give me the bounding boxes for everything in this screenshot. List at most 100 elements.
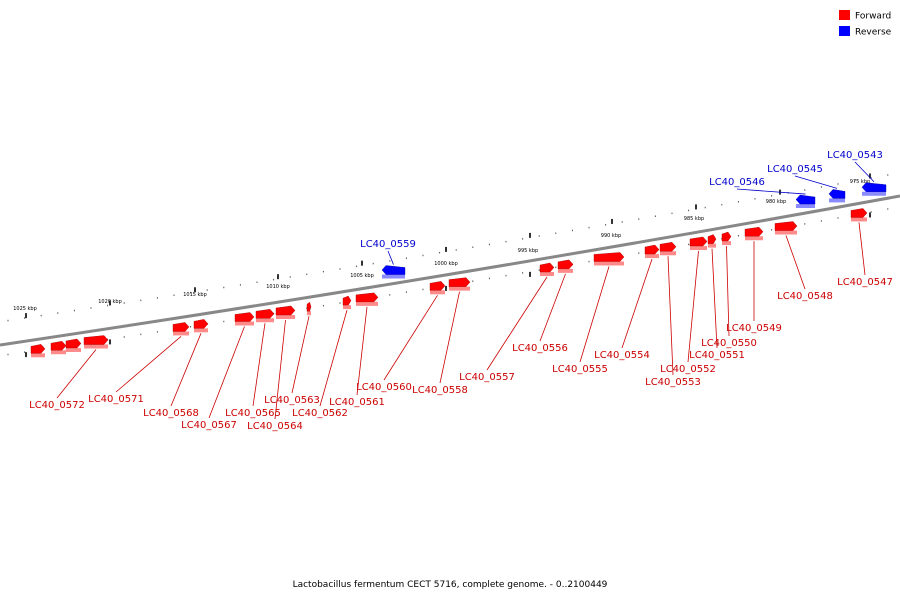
gene-label[interactable]: LC40_0549 — [726, 323, 782, 334]
gene-LC40_0549[interactable] — [744, 226, 764, 241]
gene-label[interactable]: LC40_0551 — [689, 350, 745, 361]
gene-label[interactable]: LC40_0543 — [827, 150, 883, 161]
gene-LC40_0572[interactable] — [83, 335, 109, 349]
gene-LC40_0543[interactable] — [861, 182, 887, 196]
gene-LC40_0557[interactable] — [539, 262, 555, 277]
major-tick — [109, 339, 111, 345]
gene-facet — [594, 261, 624, 266]
gene-LC40_0562[interactable] — [342, 295, 352, 310]
gene-LC40_0551[interactable] — [707, 234, 717, 248]
gene-label[interactable]: LC40_0558 — [412, 385, 468, 396]
gene-facet — [382, 274, 405, 279]
major-tick — [869, 173, 871, 179]
gene-LC40_0565[interactable] — [255, 309, 275, 323]
gene-LC40_0552[interactable] — [689, 236, 708, 250]
gene-label[interactable]: LC40_0557 — [459, 372, 515, 383]
minor-tick — [688, 243, 690, 246]
minor-tick — [704, 206, 706, 209]
gene-LC40_0554[interactable] — [644, 244, 660, 259]
gene-label[interactable]: LC40_0563 — [264, 395, 320, 406]
gene-leader-line — [667, 256, 674, 376]
gene-LC40_0558[interactable] — [448, 277, 471, 291]
gene-facet — [449, 286, 470, 291]
gene-LC40_0571[interactable] — [172, 322, 190, 336]
tick-label: 990 kbp — [601, 233, 621, 239]
gene-LC40_0559[interactable] — [381, 265, 406, 279]
gene-label[interactable]: LC40_0572 — [29, 400, 85, 411]
gene-label[interactable]: LC40_0560 — [356, 382, 412, 393]
gene-label[interactable]: LC40_0562 — [292, 408, 348, 419]
minor-tick — [654, 215, 656, 217]
gene-unlabeled-0[interactable] — [30, 344, 46, 358]
major-tick — [445, 246, 447, 252]
gene-unlabeled-1[interactable] — [50, 341, 67, 355]
minor-tick — [422, 254, 424, 257]
minor-tick — [571, 229, 573, 232]
gene-label[interactable]: LC40_0568 — [143, 408, 199, 419]
gene-facet — [430, 290, 445, 295]
gene-label[interactable]: LC40_0567 — [181, 420, 237, 431]
minor-tick — [156, 297, 158, 299]
gene-facet — [745, 236, 763, 241]
gene-label[interactable]: LC40_0548 — [777, 291, 833, 302]
minor-tick — [688, 209, 690, 212]
gene-LC40_0560[interactable] — [429, 281, 446, 295]
gene-label[interactable]: LC40_0571 — [88, 394, 144, 405]
tick-label: 1020 kbp — [98, 299, 122, 305]
minor-tick — [223, 286, 225, 289]
gene-facet — [660, 251, 676, 256]
gene-LC40_0568[interactable] — [193, 319, 209, 333]
gene-label[interactable]: LC40_0553 — [645, 377, 701, 388]
minor-tick — [40, 314, 42, 317]
minor-tick — [737, 200, 739, 203]
gene-body — [850, 208, 868, 218]
gene-label[interactable]: LC40_0564 — [247, 421, 303, 432]
gene-leader-line — [539, 273, 566, 342]
tick-label: 1015 kbp — [183, 292, 207, 298]
gene-label[interactable]: LC40_0556 — [512, 343, 568, 354]
minor-tick — [771, 195, 773, 197]
gene-LC40_0545[interactable] — [828, 189, 846, 203]
gene-label[interactable]: LC40_0550 — [701, 338, 757, 349]
gene-LC40_0548[interactable] — [774, 221, 798, 235]
gene-leader-line — [486, 276, 548, 371]
minor-tick — [837, 217, 839, 219]
gene-LC40_0553[interactable] — [659, 242, 677, 256]
minor-tick — [737, 234, 739, 237]
gene-leader-line — [854, 161, 875, 183]
minor-tick — [538, 235, 540, 237]
gene-label[interactable]: LC40_0547 — [837, 277, 893, 288]
minor-tick — [7, 319, 9, 322]
minor-tick — [771, 229, 773, 231]
gene-label[interactable]: LC40_0565 — [225, 408, 281, 419]
gene-leader-line — [170, 333, 202, 407]
gene-LC40_0547[interactable] — [850, 208, 868, 222]
gene-label[interactable]: LC40_0561 — [329, 397, 385, 408]
minor-tick — [870, 211, 872, 213]
gene-LC40_0555[interactable] — [593, 252, 625, 266]
minor-tick — [405, 291, 407, 293]
gene-label[interactable]: LC40_0552 — [660, 364, 716, 375]
minor-tick — [289, 276, 291, 278]
gene-facet — [84, 344, 108, 349]
gene-unlabeled-2[interactable] — [65, 338, 82, 352]
gene-label[interactable]: LC40_0545 — [767, 164, 823, 175]
gene-body — [593, 252, 625, 262]
gene-LC40_0550[interactable] — [721, 231, 732, 246]
gene-LC40_0556[interactable] — [557, 259, 574, 273]
gene-body — [234, 312, 255, 322]
gene-LC40_0546[interactable] — [795, 194, 816, 209]
gene-label[interactable]: LC40_0555 — [552, 364, 608, 375]
gene-leader-line — [736, 188, 806, 195]
gene-LC40_0561[interactable] — [355, 292, 379, 306]
gene-LC40_0563[interactable] — [306, 301, 312, 316]
gene-LC40_0564[interactable] — [275, 305, 296, 319]
major-tick — [109, 300, 111, 306]
gene-LC40_0567[interactable] — [234, 312, 255, 326]
major-tick — [611, 218, 613, 224]
gene-label[interactable]: LC40_0554 — [594, 350, 650, 361]
gene-label[interactable]: LC40_0559 — [360, 239, 416, 250]
gene-label[interactable]: LC40_0546 — [709, 177, 765, 188]
gene-leader-line — [252, 323, 266, 407]
